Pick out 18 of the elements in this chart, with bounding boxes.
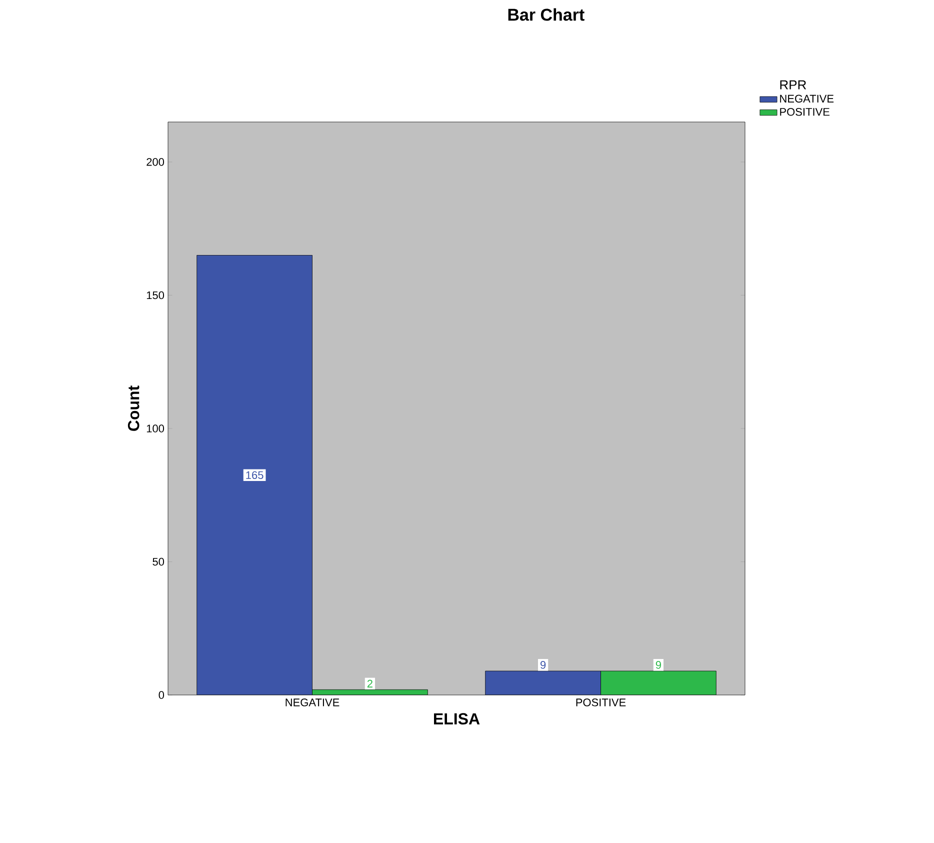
bar bbox=[600, 670, 716, 695]
y-tick-label: 150 bbox=[146, 291, 164, 300]
data-label: 165 bbox=[246, 471, 264, 480]
y-tick-label: 50 bbox=[152, 558, 164, 566]
bar bbox=[485, 670, 601, 695]
legend-label: POSITIVE bbox=[780, 108, 830, 116]
y-tick-label: 100 bbox=[146, 424, 164, 432]
y-axis-title: Count bbox=[128, 386, 140, 431]
data-label: 2 bbox=[367, 680, 372, 688]
data-label: 9 bbox=[656, 661, 661, 669]
data-label: 9 bbox=[540, 661, 546, 669]
y-tick-label: 200 bbox=[146, 158, 164, 166]
legend-label: NEGATIVE bbox=[780, 94, 834, 103]
legend-title: RPR bbox=[780, 80, 806, 90]
chart-title: Bar Chart bbox=[508, 8, 584, 21]
bar bbox=[196, 255, 312, 695]
y-tick-label: 0 bbox=[158, 691, 164, 699]
x-axis-title: ELISA bbox=[434, 713, 480, 724]
